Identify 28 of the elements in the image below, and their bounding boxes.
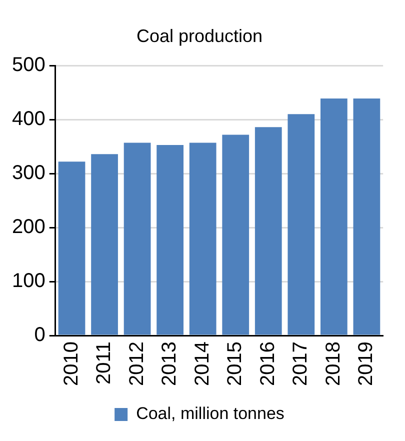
bar: [156, 144, 184, 335]
y-tick-label: 500: [12, 54, 46, 76]
bar: [288, 114, 315, 335]
bar: [222, 134, 250, 335]
bar: [58, 162, 86, 335]
bar: [189, 142, 216, 335]
bar: [320, 98, 348, 335]
x-tick-label: 2013: [158, 342, 181, 386]
y-tick-label: 0: [34, 324, 46, 346]
y-tick-label: 100: [12, 270, 46, 292]
bar: [254, 127, 282, 335]
x-tick-label: 2010: [60, 342, 82, 386]
x-tick-label: 2019: [355, 342, 378, 386]
bar: [353, 98, 380, 335]
bar: [124, 142, 151, 335]
bar: [91, 154, 118, 335]
x-tick-label: 2012: [126, 342, 148, 386]
y-tick-label: 200: [12, 216, 46, 238]
y-tick-label: 400: [12, 108, 46, 130]
legend-label: Coal, million tonnes: [136, 404, 284, 424]
y-tick-label: 300: [12, 162, 46, 184]
chart-title: Coal production: [136, 26, 263, 46]
x-tick-label: 2018: [322, 342, 344, 386]
x-tick-label: 2015: [224, 342, 246, 386]
x-tick-label: 2011: [93, 342, 116, 385]
x-tick-label: 2014: [191, 342, 214, 386]
x-tick-label: 2017: [290, 342, 312, 386]
x-tick-label: 2016: [256, 342, 279, 386]
